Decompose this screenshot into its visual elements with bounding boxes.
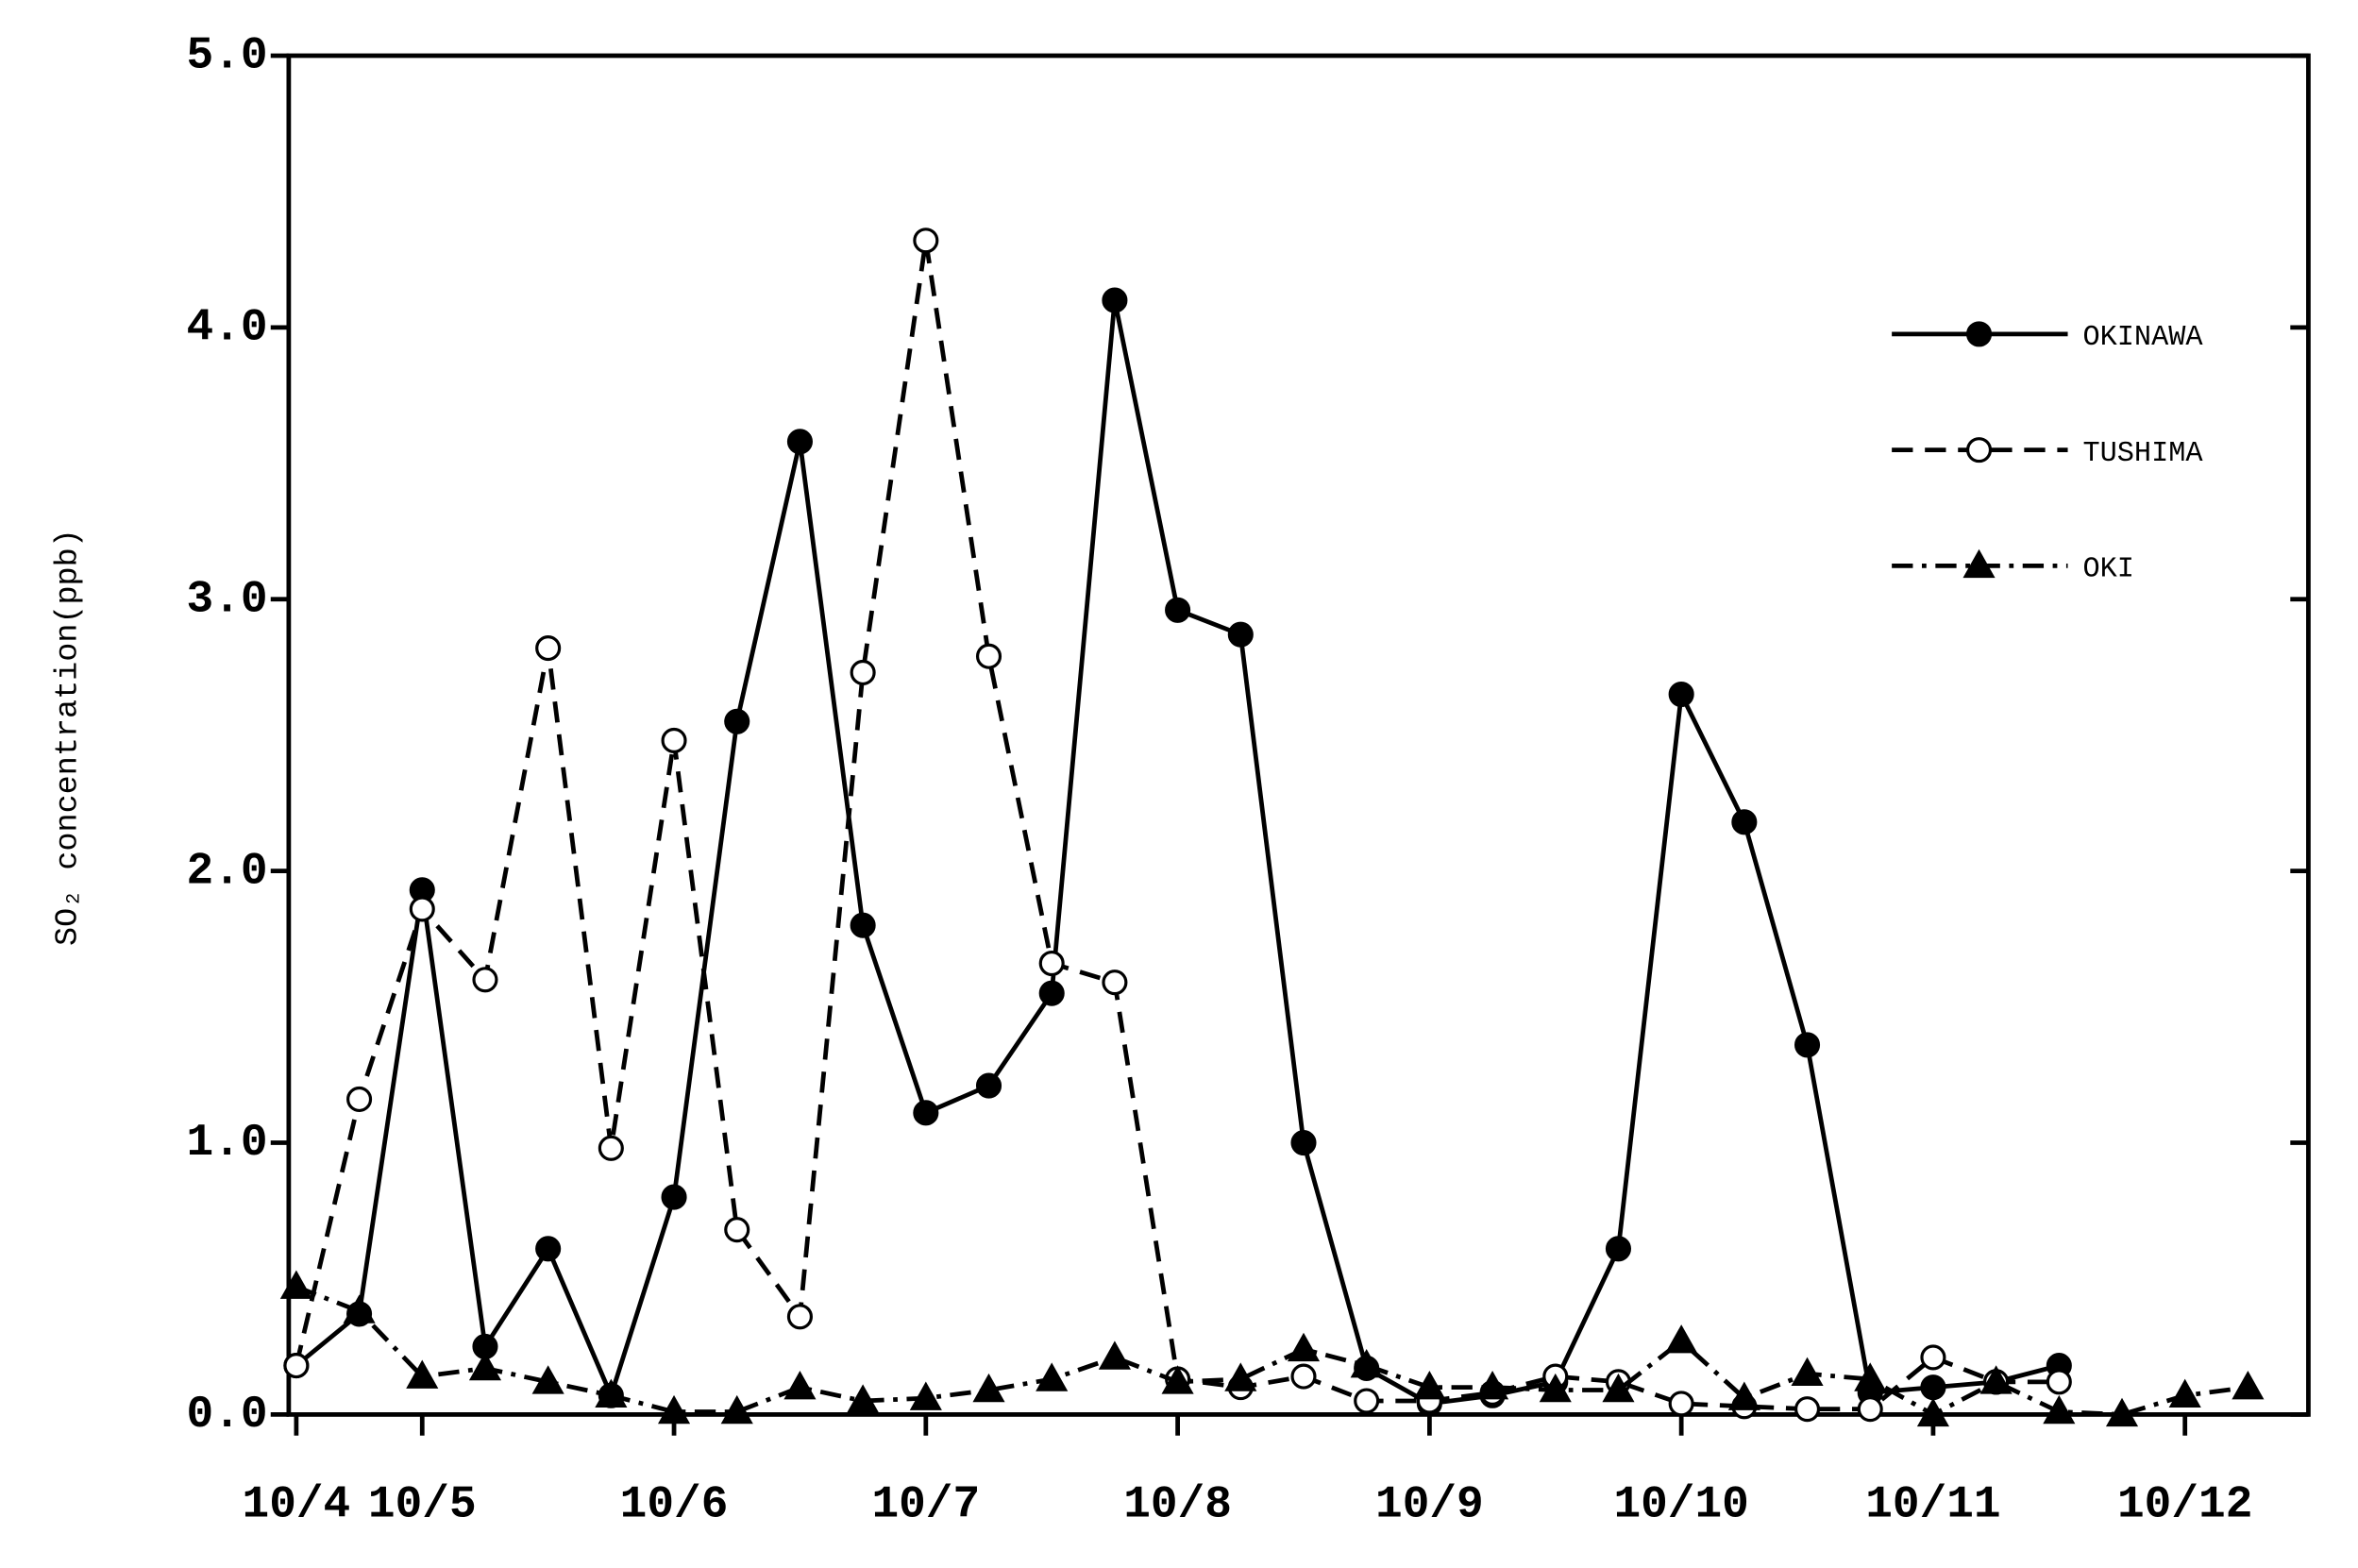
marker (847, 1384, 880, 1413)
marker (1979, 1365, 2013, 1394)
marker (2168, 1378, 2201, 1408)
x-tick-label: 10/7 (871, 1480, 980, 1531)
marker (1227, 621, 1254, 648)
marker (1605, 1236, 1632, 1262)
marker (1224, 1362, 1257, 1391)
marker (1920, 1344, 1946, 1371)
marker (1791, 1357, 1824, 1386)
marker (531, 1365, 564, 1394)
marker (1036, 1362, 1069, 1391)
marker (720, 1394, 753, 1425)
x-tick-label: 10/9 (1375, 1480, 1484, 1531)
marker (1038, 980, 1065, 1006)
marker (1354, 1388, 1380, 1414)
marker (468, 1351, 502, 1381)
marker (661, 1184, 687, 1210)
marker (786, 1304, 813, 1330)
marker (595, 1378, 628, 1408)
legend-marker (1965, 321, 1993, 347)
y-tick-label: 5.0 (187, 31, 268, 82)
marker (661, 727, 687, 754)
y-axis-label: SO₂ concentration(ppb) (51, 529, 87, 946)
marker (909, 1381, 942, 1410)
marker (1290, 1363, 1317, 1390)
marker (1098, 1340, 1131, 1370)
marker (975, 643, 1002, 669)
marker (1602, 1373, 1635, 1403)
marker (1731, 809, 1758, 835)
legend-label: OKI (2082, 554, 2133, 586)
x-tick-label: 10/5 (368, 1480, 477, 1531)
marker (1413, 1371, 1446, 1400)
marker (724, 708, 750, 734)
marker (1161, 1365, 1194, 1394)
marker (850, 912, 876, 938)
marker (1668, 1391, 1694, 1417)
marker (1854, 1362, 1887, 1391)
marker (2046, 1369, 2072, 1395)
marker (786, 429, 813, 455)
marker (657, 1394, 691, 1425)
marker (1102, 969, 1128, 996)
marker (1794, 1032, 1821, 1058)
marker (535, 635, 562, 662)
marker (1102, 287, 1128, 313)
y-tick-label: 2.0 (187, 846, 268, 897)
y-tick-label: 0.0 (187, 1390, 268, 1441)
marker (1287, 1332, 1321, 1362)
legend-label: OKINAWA (2082, 322, 2203, 354)
marker (598, 1135, 624, 1161)
marker (724, 1217, 750, 1243)
marker (1857, 1396, 1883, 1423)
marker (1665, 1324, 1698, 1354)
x-tick-label: 10/11 (1865, 1480, 2000, 1531)
y-tick-label: 1.0 (187, 1118, 268, 1169)
marker (1727, 1381, 1760, 1410)
marker (2232, 1371, 2265, 1400)
marker (1916, 1397, 1949, 1427)
marker (343, 1294, 376, 1324)
x-tick-label: 10/12 (2117, 1480, 2252, 1531)
x-tick-label: 10/4 (243, 1480, 351, 1531)
marker (409, 896, 435, 922)
marker (1038, 950, 1065, 977)
y-tick-label: 4.0 (187, 302, 268, 353)
marker (1165, 597, 1191, 623)
series-line (294, 240, 2060, 1412)
x-tick-label: 10/10 (1613, 1480, 1748, 1531)
plot-frame (286, 53, 2311, 1417)
marker (1539, 1373, 1572, 1403)
marker (975, 1072, 1002, 1099)
marker (850, 659, 876, 686)
marker (913, 228, 939, 254)
marker (283, 1353, 310, 1379)
marker (972, 1373, 1005, 1403)
legend-marker (1965, 437, 1993, 464)
marker (1920, 1374, 1946, 1401)
x-tick-label: 10/6 (620, 1480, 729, 1531)
marker (2105, 1397, 2139, 1427)
series-line (295, 299, 2060, 1407)
marker (406, 1359, 439, 1389)
y-tick-label: 3.0 (187, 574, 268, 625)
marker (2043, 1394, 2076, 1425)
marker (279, 1270, 312, 1299)
series-line (295, 1284, 2249, 1418)
marker (1794, 1396, 1821, 1423)
marker (1350, 1348, 1383, 1378)
marker (472, 967, 498, 993)
marker (346, 1086, 373, 1113)
marker (783, 1371, 817, 1400)
marker (1668, 681, 1694, 708)
marker (1290, 1129, 1317, 1156)
marker (535, 1236, 562, 1262)
legend-marker (1962, 548, 1996, 579)
legend-label: TUSHIMA (2082, 438, 2203, 470)
marker (1476, 1371, 1509, 1400)
x-tick-label: 10/8 (1123, 1480, 1232, 1531)
marker (913, 1100, 939, 1126)
